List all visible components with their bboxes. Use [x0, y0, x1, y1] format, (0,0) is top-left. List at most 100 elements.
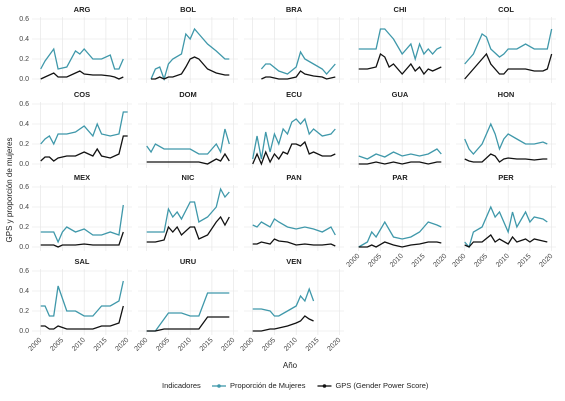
series-line	[252, 218, 336, 236]
series-line	[464, 52, 553, 80]
x-tick-label: 2010	[495, 253, 511, 269]
legend-label: GPS (Gender Power Score)	[335, 381, 428, 390]
panel-title: URU	[180, 257, 196, 266]
series-line	[252, 140, 336, 166]
y-tick-label: 0.0	[19, 161, 29, 168]
panel-title: COL	[498, 5, 514, 14]
series-line	[151, 56, 230, 80]
x-tick-label: 2010	[283, 337, 299, 353]
series-line	[40, 70, 124, 80]
x-tick-label: 2020	[432, 253, 448, 269]
legend-dot	[217, 384, 221, 388]
y-tick-label: 0.0	[19, 328, 29, 335]
panel-title: BRA	[286, 5, 303, 14]
series-line	[146, 152, 230, 165]
y-tick-label: 0.6	[19, 184, 29, 191]
series-line	[146, 187, 230, 233]
series-line	[40, 280, 124, 317]
panel-title: MEX	[74, 173, 90, 182]
legend-label: Proporción de Mujeres	[230, 381, 306, 390]
y-tick-label: 0.0	[19, 76, 29, 83]
panel-title: HON	[498, 90, 515, 99]
y-tick-label: 0.4	[19, 288, 29, 295]
series-line	[40, 135, 128, 162]
x-axis-label: Año	[283, 361, 298, 370]
series-line	[150, 27, 230, 82]
x-tick-label: 2005	[473, 253, 489, 269]
y-tick-label: 0.2	[19, 308, 29, 315]
x-tick-label: 2010	[177, 337, 193, 353]
panel-title: PER	[498, 173, 514, 182]
series-line	[464, 28, 553, 65]
y-tick-label: 0.6	[19, 268, 29, 275]
series-line	[464, 153, 548, 163]
y-tick-label: 0.2	[19, 56, 29, 63]
x-tick-label: 2015	[199, 337, 215, 353]
panel-title: DOM	[179, 90, 197, 99]
legend-dot	[322, 384, 327, 388]
x-tick-label: 2015	[93, 337, 109, 353]
series-line	[252, 238, 336, 247]
x-tick-label: 2020	[220, 337, 236, 353]
panel-title: PAN	[286, 173, 301, 182]
y-tick-label: 0.6	[19, 101, 29, 108]
y-axis-label: GPS y proporción de mujeres	[5, 138, 14, 243]
x-tick-label: 2005	[155, 337, 171, 353]
x-tick-label: 2020	[326, 337, 342, 353]
panel-title: SAL	[75, 257, 90, 266]
series-line	[261, 70, 336, 80]
x-tick-label: 2010	[71, 337, 87, 353]
series-line	[358, 220, 442, 248]
x-tick-label: 2020	[114, 337, 130, 353]
panel-title: GUA	[392, 90, 409, 99]
series-line	[146, 215, 230, 243]
series-line	[40, 231, 124, 248]
series-line	[40, 204, 124, 244]
panel-title: PAR	[392, 173, 408, 182]
series-line	[464, 122, 548, 155]
x-tick-label: 2005	[49, 337, 65, 353]
series-line	[358, 52, 442, 76]
series-line	[40, 305, 124, 330]
series-line	[464, 205, 548, 249]
series-line	[358, 161, 442, 165]
series-line	[358, 28, 442, 62]
x-tick-label: 2005	[367, 253, 383, 269]
series-line	[464, 234, 548, 248]
series-line	[40, 111, 128, 146]
y-tick-label: 0.4	[19, 121, 29, 128]
series-line	[252, 117, 336, 160]
x-tick-label: 2000	[451, 253, 467, 269]
x-tick-label: 2000	[27, 337, 43, 353]
x-tick-label: 2000	[133, 337, 149, 353]
y-tick-label: 0.4	[19, 36, 29, 43]
series-line	[260, 50, 336, 75]
y-tick-label: 0.2	[19, 224, 29, 231]
panel-title: CHI	[394, 5, 407, 14]
panel-title: NIC	[182, 173, 196, 182]
series-line	[358, 241, 442, 248]
series-line	[146, 316, 230, 332]
panel-title: COS	[74, 90, 90, 99]
panel-title: VEN	[286, 257, 301, 266]
series-line	[358, 148, 442, 160]
series-line	[40, 47, 124, 70]
x-tick-label: 2015	[305, 337, 321, 353]
series-line	[146, 128, 230, 155]
series-line	[252, 315, 314, 332]
x-tick-label: 2010	[389, 253, 405, 269]
x-tick-label: 2000	[345, 253, 361, 269]
x-tick-label: 2020	[538, 253, 554, 269]
panel-title: ECU	[286, 90, 302, 99]
series-line	[252, 287, 315, 317]
panel-title: ARG	[74, 5, 91, 14]
y-tick-label: 0.6	[19, 16, 29, 23]
x-tick-label: 2015	[411, 253, 427, 269]
x-tick-label: 2015	[517, 253, 533, 269]
y-tick-label: 0.0	[19, 244, 29, 251]
y-tick-label: 0.2	[19, 141, 29, 148]
panel-title: BOL	[180, 5, 196, 14]
y-tick-label: 0.4	[19, 204, 29, 211]
legend-title: Indicadores	[162, 381, 201, 390]
